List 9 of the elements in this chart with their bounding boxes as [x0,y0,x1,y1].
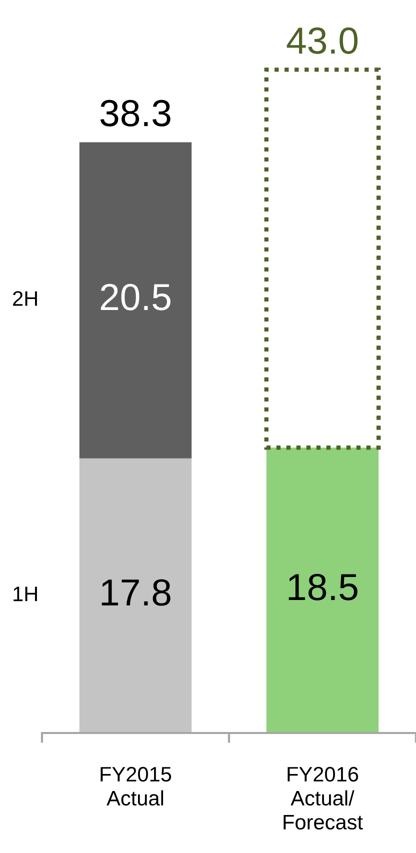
total-label: 43.0 [286,27,358,54]
x-tick-label: FY2016 Actual/ Forecast [284,766,363,830]
text: 1H [14,586,37,602]
total-label: 38.3 [100,100,170,126]
data-label: 20.5 [100,284,170,310]
text: 2H [13,291,37,306]
data-label: 18.5 [288,574,358,600]
data-label: 17.8 [102,579,170,606]
x-tick-label: FY2015 Actual [100,766,172,806]
